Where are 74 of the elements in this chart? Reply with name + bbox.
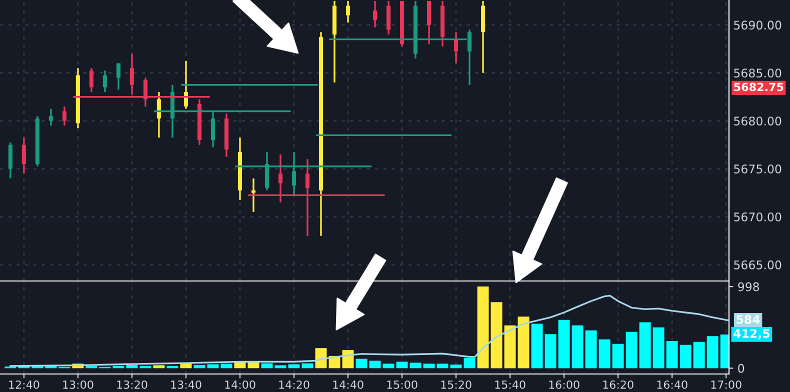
x-tick-label: 15:40 <box>495 380 526 389</box>
x-tick-label: 12:40 <box>9 380 40 389</box>
x-tick-label: 15:20 <box>441 380 472 389</box>
y-tick-label: 5690.00 <box>734 20 782 30</box>
bar <box>220 364 232 368</box>
bar <box>356 358 368 368</box>
candlestick <box>22 136 26 174</box>
bar <box>450 364 462 368</box>
x-tick-label: 14:20 <box>279 380 310 389</box>
bar <box>544 334 556 368</box>
bar <box>126 364 138 368</box>
x-tick-label: 14:40 <box>333 380 364 389</box>
x-tick-label: 13:20 <box>117 380 148 389</box>
candlestick <box>62 106 66 126</box>
candlestick <box>89 67 94 93</box>
bar <box>652 327 664 368</box>
x-tick-label: 14:00 <box>225 380 256 389</box>
candlestick <box>427 0 432 45</box>
bar <box>558 320 570 368</box>
bar <box>194 364 206 368</box>
bar <box>369 360 381 368</box>
x-tick-label: 15:00 <box>387 380 418 389</box>
annotation: 584 <box>736 314 760 324</box>
x-tick-label: 16:20 <box>603 380 634 389</box>
bar <box>585 330 597 368</box>
bar <box>693 342 705 368</box>
bar <box>531 324 543 368</box>
candlestick <box>386 0 391 36</box>
x-tick-label: 13:00 <box>63 380 94 389</box>
bar <box>423 364 435 368</box>
x-tick-label: 17:00 <box>711 380 742 389</box>
candlestick <box>372 0 378 28</box>
bar <box>464 358 476 368</box>
bar <box>382 364 394 368</box>
bar <box>261 363 273 368</box>
x-tick-label: 16:00 <box>549 380 580 389</box>
y-tick-label: 5675.00 <box>734 164 782 174</box>
x-tick-label: 13:40 <box>171 380 202 389</box>
bar <box>626 332 638 368</box>
bar <box>639 322 651 368</box>
annotation: 412,5 <box>734 328 770 340</box>
y-tick-label: 5680.00 <box>734 116 782 126</box>
bar <box>302 363 314 368</box>
bar <box>477 286 489 368</box>
bar <box>598 339 610 368</box>
bar <box>490 302 502 368</box>
candlestick <box>156 91 161 138</box>
y-tick-label: 5665.00 <box>734 260 782 270</box>
text: 5682.75 <box>734 82 784 92</box>
bar <box>612 344 624 368</box>
y-tick-label: 5670.00 <box>734 212 782 222</box>
candlestick <box>454 31 458 64</box>
candlestick <box>8 142 12 180</box>
candlestick <box>48 108 53 126</box>
bar <box>518 316 530 368</box>
y-tick-label: 5685.00 <box>734 68 782 78</box>
x-tick-label: 16:40 <box>657 380 688 389</box>
candlestick <box>116 62 120 91</box>
bar <box>680 344 692 368</box>
candlestick <box>346 0 350 24</box>
bar <box>572 325 584 368</box>
bar <box>153 365 165 368</box>
y-tick-label: 0 <box>738 364 744 373</box>
line-series <box>10 294 729 367</box>
bar <box>436 364 448 368</box>
bar <box>396 362 408 368</box>
candlestick <box>102 70 107 93</box>
bar <box>274 365 286 368</box>
bar <box>504 325 516 368</box>
bar <box>706 336 718 368</box>
y-tick-label: 998 <box>738 282 760 292</box>
candlestick <box>251 178 256 213</box>
bar <box>666 340 678 368</box>
bar <box>410 362 422 368</box>
